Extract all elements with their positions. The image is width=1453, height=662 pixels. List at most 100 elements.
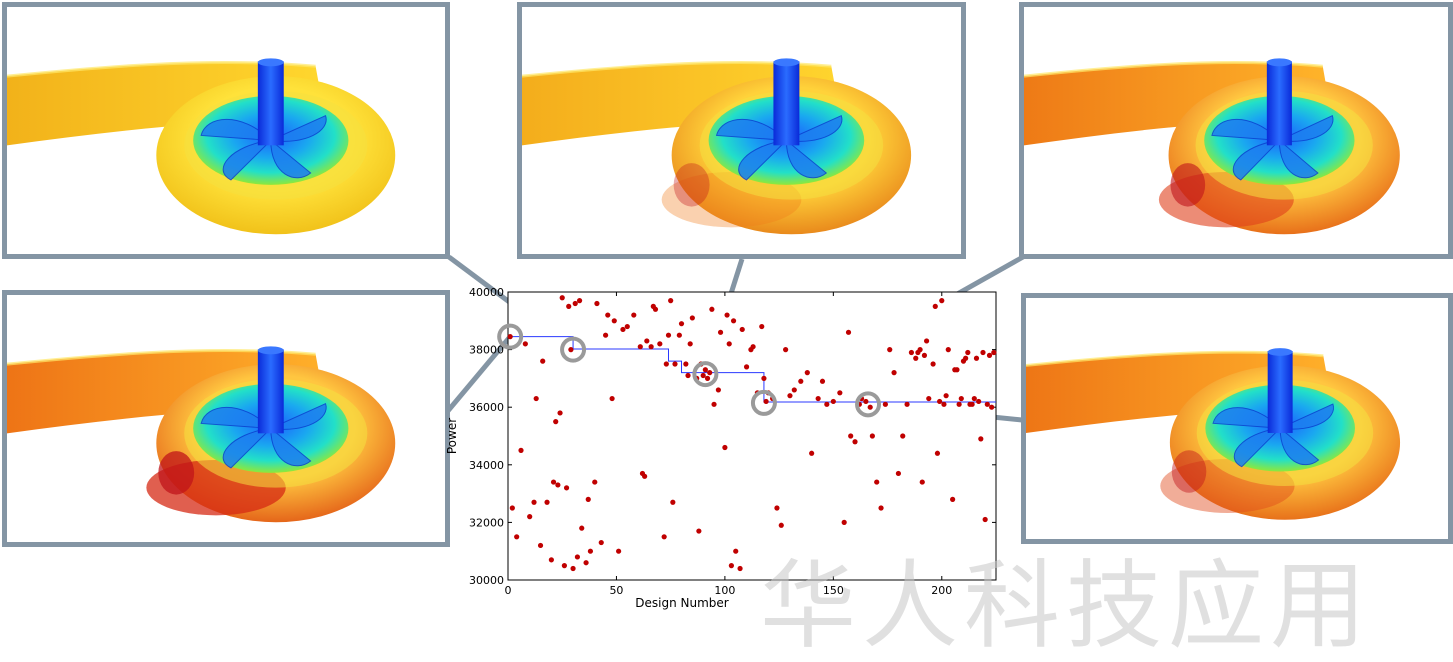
design-point xyxy=(687,341,693,347)
best-so-far-line xyxy=(508,336,996,403)
design-point xyxy=(661,534,667,540)
design-point xyxy=(978,436,984,442)
design-point xyxy=(566,303,572,309)
design-point xyxy=(722,444,728,451)
design-point xyxy=(965,349,971,356)
impeller-render-panel-4 xyxy=(2,290,450,547)
design-point xyxy=(739,326,745,333)
design-point xyxy=(583,560,589,566)
design-point xyxy=(989,404,995,410)
y-tick-label: 38000 xyxy=(469,344,504,357)
design-point xyxy=(637,344,643,350)
y-tick-label: 40000 xyxy=(469,286,504,299)
design-point xyxy=(559,295,565,301)
design-point xyxy=(932,303,938,309)
x-tick-label: 200 xyxy=(931,584,952,597)
y-axis-label: Power xyxy=(445,418,459,454)
design-point xyxy=(717,329,724,335)
impeller-render-panel-3 xyxy=(1019,2,1453,259)
design-point xyxy=(867,404,873,410)
design-point xyxy=(919,479,925,485)
design-point xyxy=(908,349,915,356)
design-point xyxy=(743,364,750,370)
design-point xyxy=(678,321,685,327)
design-point xyxy=(783,347,789,353)
impeller-render-panel-1 xyxy=(2,2,450,259)
design-point xyxy=(579,525,585,531)
design-point xyxy=(548,557,554,563)
design-point xyxy=(830,398,836,405)
design-point xyxy=(711,401,717,407)
design-point xyxy=(980,349,986,356)
design-point xyxy=(544,499,550,505)
design-point xyxy=(819,378,826,384)
design-point xyxy=(715,387,721,393)
design-point xyxy=(815,395,821,402)
design-point xyxy=(563,485,570,491)
design-point xyxy=(620,326,626,333)
design-point xyxy=(984,401,990,407)
design-point xyxy=(574,554,581,560)
design-point xyxy=(561,563,567,569)
design-point xyxy=(533,395,539,402)
y-tick-label: 34000 xyxy=(469,459,504,472)
design-point xyxy=(670,499,676,505)
design-point xyxy=(982,516,988,523)
highlight-ring xyxy=(497,323,524,350)
design-point xyxy=(726,341,732,347)
design-point xyxy=(900,433,906,439)
design-point xyxy=(631,312,637,318)
design-point xyxy=(555,482,561,488)
design-point xyxy=(594,300,600,307)
design-point xyxy=(605,312,611,318)
x-tick-label: 0 xyxy=(505,584,512,597)
design-point xyxy=(798,378,804,384)
design-point xyxy=(642,473,648,479)
design-point xyxy=(709,306,715,312)
design-point xyxy=(527,514,533,520)
design-point xyxy=(609,395,615,402)
pump-cfd-render-icon xyxy=(1026,348,1401,520)
design-point xyxy=(809,450,815,456)
watermark-text: 华人科技应用 xyxy=(760,550,1372,662)
y-tick-label: 32000 xyxy=(469,516,504,529)
design-point xyxy=(514,534,520,540)
design-point xyxy=(737,565,743,572)
design-point xyxy=(672,361,678,367)
design-point xyxy=(973,355,980,361)
design-point xyxy=(522,341,528,347)
design-point xyxy=(956,401,962,407)
design-point xyxy=(837,390,843,396)
design-point xyxy=(644,338,650,344)
design-point xyxy=(869,433,875,439)
design-point xyxy=(518,447,524,453)
pump-cfd-render-icon xyxy=(1024,58,1400,235)
design-point xyxy=(969,401,975,407)
design-point xyxy=(707,370,713,376)
x-tick-label: 150 xyxy=(823,584,844,597)
design-point xyxy=(685,372,691,379)
design-point xyxy=(937,398,943,405)
design-point xyxy=(845,329,852,335)
design-point xyxy=(934,450,941,456)
design-point xyxy=(930,361,936,367)
highlight-ring xyxy=(692,361,719,388)
design-point xyxy=(724,312,730,318)
design-point xyxy=(887,347,893,353)
design-point xyxy=(611,318,617,324)
design-point xyxy=(917,347,923,353)
design-point xyxy=(891,370,897,376)
design-point xyxy=(507,334,513,340)
design-point xyxy=(531,499,537,505)
design-point xyxy=(939,298,945,304)
design-point xyxy=(963,355,969,361)
design-point xyxy=(954,367,960,373)
design-point xyxy=(943,393,949,399)
x-tick-label: 50 xyxy=(609,584,623,597)
design-point xyxy=(540,358,546,364)
y-tick-label: 36000 xyxy=(469,401,504,414)
design-point xyxy=(787,393,793,399)
impeller-render-panel-2 xyxy=(517,2,966,259)
design-point xyxy=(668,298,674,304)
design-point xyxy=(592,479,598,485)
